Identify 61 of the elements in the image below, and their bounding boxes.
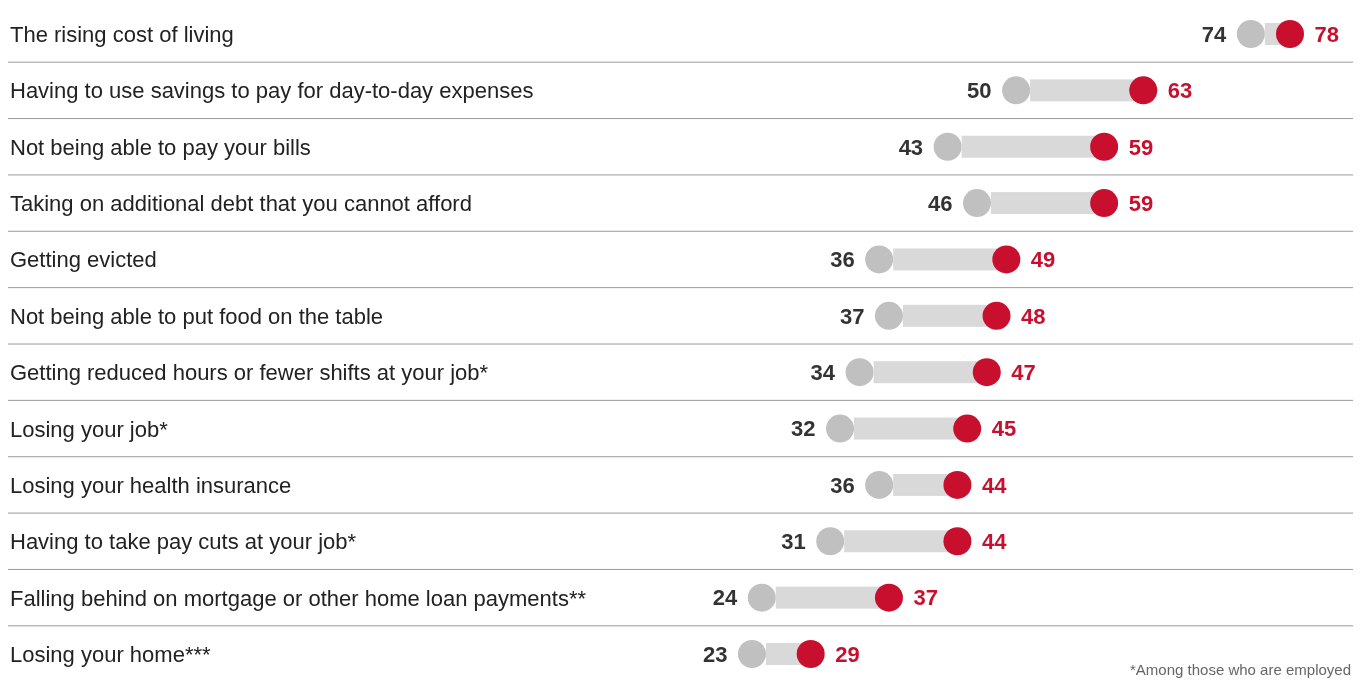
data-label: 48: [1021, 303, 1046, 329]
y-tick-label: Having to use savings to pay for day-to-day expenses: [10, 78, 534, 104]
point: [845, 358, 874, 387]
y-tick-label: Losing your health insurance: [10, 472, 292, 498]
point: [1090, 189, 1119, 218]
point: [1236, 20, 1265, 48]
point: [962, 189, 991, 218]
data-label: 32: [791, 416, 816, 442]
point: [874, 583, 903, 612]
point: [865, 470, 894, 499]
data-label: 29: [835, 641, 860, 667]
y-tick-label: Not being able to pay your bills: [10, 134, 311, 160]
y-tick-label: Having to take pay cuts at your job*: [10, 529, 357, 555]
point: [943, 470, 972, 499]
y-tick-label: Getting reduced hours or fewer shifts at your job*: [10, 360, 489, 386]
data-label: 36: [830, 472, 855, 498]
data-label: 37: [839, 303, 865, 329]
y-tick-label: Taking on additional debt that you cannot afford: [10, 191, 472, 217]
point: [874, 301, 903, 330]
point: [1002, 76, 1031, 105]
data-label: 43: [898, 134, 924, 160]
data-label: 44: [981, 529, 1008, 555]
data-label: 78: [1314, 21, 1339, 47]
data-label: 63: [1167, 78, 1193, 104]
data-label: 46: [927, 190, 953, 216]
point: [982, 301, 1011, 330]
point: [738, 640, 766, 668]
y-tick-label: Losing your home***: [10, 642, 212, 667]
data-label: 31: [781, 529, 806, 555]
point: [826, 414, 855, 443]
data-label: 74: [1201, 21, 1228, 47]
annotation: *Among those who are employed: [1130, 661, 1351, 678]
point: [943, 527, 972, 556]
point: [816, 527, 845, 556]
point: [1090, 132, 1119, 161]
y-tick-label: Getting evicted: [10, 247, 157, 273]
point: [1129, 76, 1158, 105]
data-label: 37: [913, 585, 938, 611]
point: [972, 358, 1001, 387]
point: [1276, 20, 1304, 48]
data-label: 47: [1011, 359, 1036, 385]
data-label: 50: [967, 78, 992, 104]
y-tick-label: Not being able to put food on the table: [10, 303, 384, 329]
data-label: 24: [712, 585, 739, 611]
y-tick-label: The rising cost of living: [10, 22, 234, 47]
point: [953, 414, 982, 443]
point: [747, 583, 776, 612]
y-tick-label: Losing your job*: [10, 416, 169, 442]
data-label: 34: [810, 359, 836, 385]
data-label: 59: [1128, 134, 1154, 160]
data-label: 23: [703, 641, 728, 667]
data-label: 44: [981, 472, 1008, 498]
data-label: 36: [830, 247, 855, 273]
data-label: 45: [991, 416, 1017, 442]
point: [933, 132, 962, 161]
y-tick-label: Falling behind on mortgage or other home loan payments**: [10, 585, 587, 611]
data-label: 59: [1128, 190, 1154, 216]
point: [992, 245, 1021, 274]
point: [796, 640, 825, 668]
data-label: 49: [1030, 247, 1056, 273]
point: [865, 245, 894, 274]
